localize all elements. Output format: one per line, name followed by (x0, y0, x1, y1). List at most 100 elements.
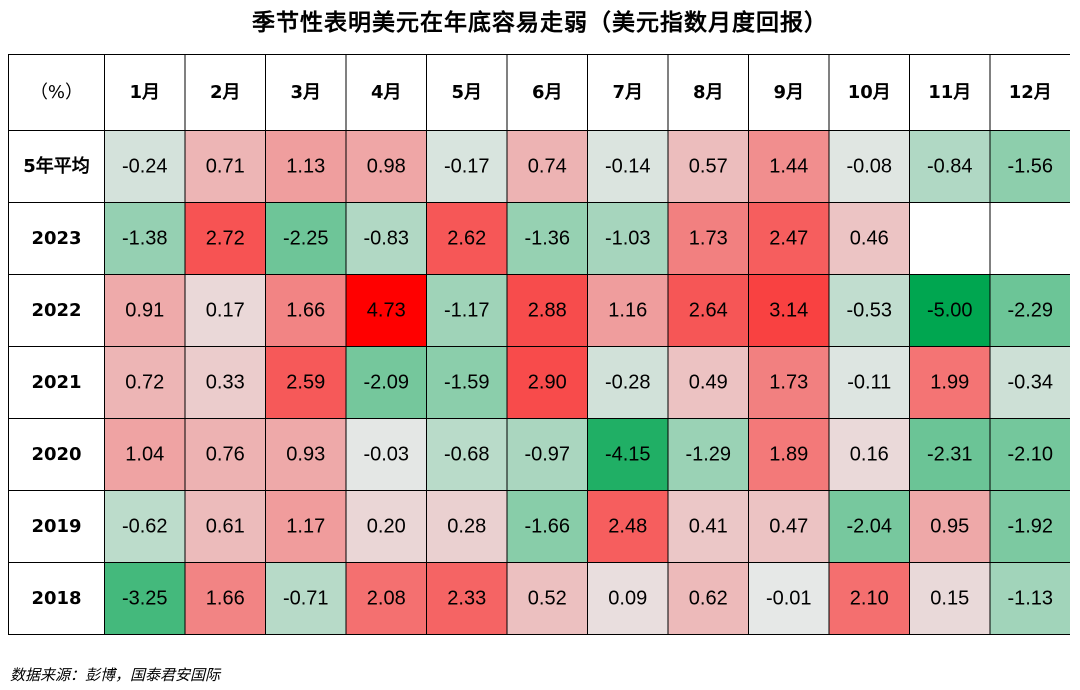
heatmap-value-label: -0.68 (444, 444, 490, 466)
heatmap-value-label: -4.15 (605, 444, 651, 466)
heatmap-value-label: 1.13 (286, 156, 325, 178)
heatmap-value-label: 0.20 (367, 516, 406, 538)
row-header-cell (8, 490, 105, 563)
heatmap-value-label: 0.52 (528, 588, 567, 610)
heatmap-value-label: -0.83 (363, 228, 409, 250)
heatmap-cell (265, 274, 347, 347)
heatmap-value-label: -0.34 (1007, 372, 1053, 394)
heatmap-value-label: 2.33 (447, 588, 486, 610)
column-header-label: 2月 (210, 82, 241, 103)
column-header-cell (587, 54, 669, 131)
heatmap-value-label: -1.56 (1007, 156, 1053, 178)
heatmap-cell (828, 202, 910, 275)
heatmap-value-label: 0.47 (769, 516, 808, 538)
source-note: 数据来源：彭博，国泰君安国际 (10, 666, 221, 684)
heatmap-value-label: 0.95 (930, 516, 969, 538)
heatmap-cell (345, 274, 427, 347)
heatmap-value-label: -0.71 (283, 588, 329, 610)
heatmap-cell (104, 418, 186, 491)
heatmap-value-label: 2.90 (528, 372, 567, 394)
heatmap-value-label: 2.10 (850, 588, 889, 610)
heatmap-cell (426, 418, 508, 491)
heatmap-value-label: -0.97 (524, 444, 570, 466)
heatmap-cell (748, 562, 830, 635)
heatmap-value-label: 2.64 (689, 300, 728, 322)
heatmap-value-label: 1.66 (286, 300, 325, 322)
heatmap-value-label: -2.31 (927, 444, 973, 466)
heatmap-value-label: 0.17 (206, 300, 245, 322)
column-header-label: 5月 (451, 82, 482, 103)
heatmap-value-label: 2.72 (206, 228, 245, 250)
heatmap-cell (506, 418, 588, 491)
heatmap-cell (345, 346, 427, 419)
heatmap-value-label: -0.03 (363, 444, 409, 466)
row-header-cell (8, 346, 105, 419)
heatmap-value-label: 0.62 (689, 588, 728, 610)
column-header-cell (748, 54, 830, 131)
heatmap-value-label: 1.73 (689, 228, 728, 250)
heatmap-value-label: -0.14 (605, 156, 651, 178)
heatmap-value-label: 1.04 (125, 444, 164, 466)
heatmap-value-label: 0.15 (930, 588, 969, 610)
column-header-cell (426, 54, 508, 131)
heatmap-value-label: -3.25 (122, 588, 168, 610)
heatmap-value-label: -0.11 (847, 372, 891, 394)
heatmap-value-label: -2.25 (283, 228, 329, 250)
heatmap-value-label: 1.44 (769, 156, 808, 178)
heatmap-value-label: -1.66 (524, 516, 570, 538)
heatmap-value-label: 0.46 (850, 228, 889, 250)
heatmap-value-label: 0.16 (850, 444, 889, 466)
heatmap-cell (748, 202, 830, 275)
heatmap-value-label: 1.17 (286, 516, 325, 538)
row-header-label: 2019 (31, 516, 81, 537)
heatmap-value-label: 2.59 (286, 372, 325, 394)
heatmap-value-label: -0.17 (444, 156, 490, 178)
column-header-label: 8月 (693, 82, 724, 103)
heatmap-value-label: -1.92 (1007, 516, 1053, 538)
heatmap-value-label: -1.13 (1007, 588, 1053, 610)
corner-cell (8, 54, 105, 131)
heatmap-value-label: -2.09 (363, 372, 409, 394)
heatmap-value-label: 1.89 (769, 444, 808, 466)
heatmap-cell (587, 562, 669, 635)
heatmap-cell (909, 562, 991, 635)
heatmap-cell (909, 346, 991, 419)
heatmap-value-label: 0.41 (689, 516, 728, 538)
heatmap-cell (909, 274, 991, 347)
heatmap-value-label: 2.47 (769, 228, 808, 250)
heatmap-value-label: -0.24 (122, 156, 168, 178)
heatmap-value-label: 2.62 (447, 228, 486, 250)
column-header-cell (909, 54, 991, 131)
heatmap-cell (748, 274, 830, 347)
heatmap-value-label: -0.01 (766, 588, 812, 610)
heatmap-cell (345, 490, 427, 563)
column-header-label: 9月 (773, 82, 804, 103)
heatmap-value-label: 0.93 (286, 444, 325, 466)
heatmap-value-label: 0.33 (206, 372, 245, 394)
heatmap-value-label: 1.99 (930, 372, 969, 394)
heatmap-cell (667, 274, 749, 347)
heatmap-value-label: -1.29 (685, 444, 731, 466)
heatmap-value-label: 0.28 (447, 516, 486, 538)
heatmap-value-label: -1.59 (444, 372, 490, 394)
heatmap-value-label: -2.10 (1007, 444, 1053, 466)
column-header-label: 3月 (290, 82, 321, 103)
heatmap-value-label: -0.08 (846, 156, 892, 178)
heatmap-cell (748, 418, 830, 491)
heatmap-cell (828, 346, 910, 419)
heatmap-cell (828, 274, 910, 347)
heatmap-value-label: 2.08 (367, 588, 406, 610)
heatmap-value-label: 0.49 (689, 372, 728, 394)
heatmap-cell (989, 346, 1070, 419)
heatmap-cell (104, 562, 186, 635)
row-header-label: 2022 (31, 300, 81, 321)
heatmap-cell (426, 562, 508, 635)
heatmap-cell (667, 490, 749, 563)
row-header-label: 5年平均 (23, 155, 90, 177)
heatmap-value-label: 0.57 (689, 156, 728, 178)
heatmap-cell (989, 130, 1070, 203)
heatmap-cell (989, 418, 1070, 491)
column-header-label: 11月 (928, 82, 971, 103)
heatmap-cell (506, 490, 588, 563)
heatmap-value-label: -1.38 (122, 228, 168, 250)
